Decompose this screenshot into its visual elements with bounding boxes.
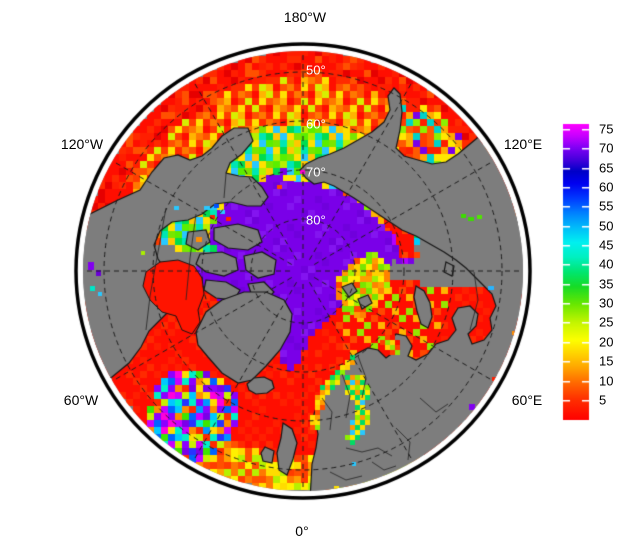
lon-label-0: 0° xyxy=(295,523,309,539)
colorbar-tick-label: 50 xyxy=(599,218,614,234)
colorbar-tick-label: 75 xyxy=(599,121,614,137)
colorbar-tick-label: 55 xyxy=(599,198,614,214)
lon-label-60e: 60°E xyxy=(511,392,543,408)
colorbar-tick-label: 20 xyxy=(599,334,614,350)
colorbar-tick-label: 15 xyxy=(599,353,614,369)
lon-label-120e: 120°E xyxy=(503,136,543,152)
colorbar-tick-label: 35 xyxy=(599,276,614,292)
colorbar-tick-label: 10 xyxy=(599,373,614,389)
colorbar-tick-label: 30 xyxy=(599,295,614,311)
lat-label-80: 80° xyxy=(306,212,326,228)
lat-label-70: 70° xyxy=(306,164,326,180)
colorbar-tick-label: 65 xyxy=(599,160,614,176)
lon-label-120w: 120°W xyxy=(60,136,104,152)
lon-label-60w: 60°W xyxy=(63,392,99,408)
colorbar-tick-label: 25 xyxy=(599,314,614,330)
lat-label-60: 60° xyxy=(306,116,326,132)
colorbar-tick-label: 40 xyxy=(599,256,614,272)
lat-label-50: 50° xyxy=(306,62,326,78)
colorbar-tick-label: 45 xyxy=(599,237,614,253)
lon-label-180w: 180°W xyxy=(283,9,327,25)
colorbar-tick-label: 70 xyxy=(599,140,614,156)
colorbar-tick-label: 60 xyxy=(599,179,614,195)
colorbar-tick-label: 5 xyxy=(599,392,607,408)
